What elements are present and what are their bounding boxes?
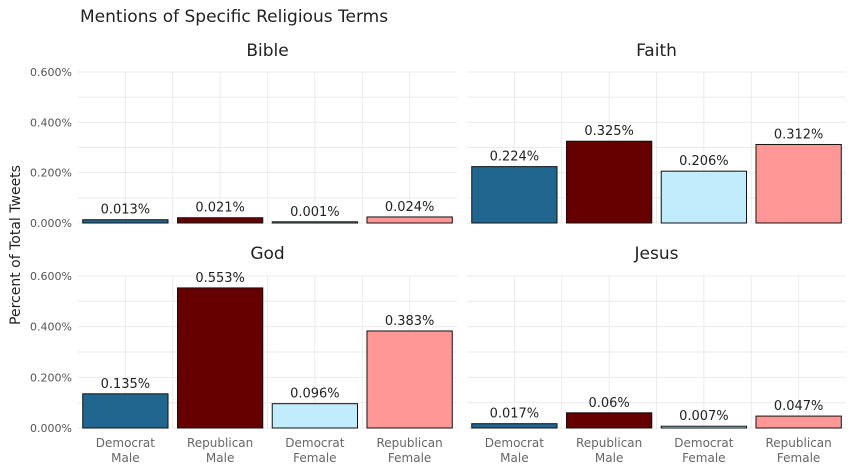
data-label: 0.013% — [101, 203, 151, 218]
data-label: 0.001% — [290, 205, 340, 220]
facet-god: God 0.000% 0.200% 0.400% 0.600% 0.135% 0.553% 0… — [30, 244, 457, 465]
x-tick-label: Female — [293, 451, 336, 465]
bar-republican-male — [176, 217, 264, 224]
y-tick-label: 0.000% — [30, 422, 72, 435]
x-tick-label: Female — [682, 451, 725, 465]
x-tick-label: Democrat — [285, 436, 345, 450]
y-tick-label: 0.400% — [30, 321, 72, 334]
bar-democrat-female — [660, 425, 748, 429]
bar-democrat-female — [271, 403, 359, 429]
bar-democrat-male — [82, 393, 169, 429]
data-label: 0.312% — [774, 127, 824, 142]
x-tick-label: Male — [206, 451, 234, 465]
x-tick-label: Republican — [766, 436, 832, 450]
x-tick-label: Republican — [576, 436, 642, 450]
data-label: 0.383% — [385, 314, 435, 329]
data-label: 0.135% — [101, 377, 151, 392]
x-tick-label: Female — [777, 451, 820, 465]
x-tick-label: Republican — [377, 436, 443, 450]
bar-republican-female — [366, 330, 453, 429]
bar-republican-male — [565, 412, 653, 429]
x-tick-label: Republican — [187, 436, 253, 450]
data-label: 0.047% — [774, 399, 824, 414]
gridlines — [467, 275, 846, 429]
data-label: 0.553% — [195, 271, 245, 286]
x-tick-label: Democrat — [96, 436, 156, 450]
chart-title: Mentions of Specific Religious Terms — [80, 7, 388, 27]
facet-bible: Bible 0.000% 0.200% 0.400% 0.600% 0.013% 0.021… — [30, 41, 457, 230]
y-tick-label: 0.600% — [30, 66, 72, 79]
x-tick-label: Female — [388, 451, 431, 465]
y-tick-label: 0.000% — [30, 217, 72, 230]
y-tick-label: 0.200% — [30, 371, 72, 384]
facet-title: Jesus — [634, 244, 679, 264]
y-tick-label: 0.200% — [30, 167, 72, 180]
facet-title: God — [250, 244, 284, 264]
facet-title: Faith — [636, 41, 677, 61]
y-tick-label: 0.600% — [30, 270, 72, 283]
x-tick-label: Democrat — [674, 436, 734, 450]
data-label: 0.024% — [385, 200, 435, 215]
facet-title: Bible — [246, 41, 288, 61]
bar-democrat-male — [82, 219, 169, 224]
bar-republican-female — [366, 216, 453, 224]
x-tick-label: Male — [500, 451, 528, 465]
data-label: 0.096% — [290, 387, 340, 402]
bar-republican-male — [565, 140, 653, 224]
bar-republican-male — [176, 287, 264, 429]
bar-republican-female — [755, 415, 842, 429]
data-label: 0.06% — [588, 396, 629, 411]
data-label: 0.007% — [679, 409, 729, 424]
bar-democrat-female — [271, 221, 359, 224]
x-tick-label: Male — [595, 451, 623, 465]
y-tick-label: 0.400% — [30, 116, 72, 129]
data-label: 0.224% — [490, 150, 540, 165]
data-label: 0.021% — [195, 201, 245, 216]
bar-democrat-male — [471, 166, 558, 224]
data-label: 0.325% — [584, 124, 634, 139]
x-tick-label: Male — [111, 451, 139, 465]
gridlines — [78, 71, 457, 224]
data-label: 0.206% — [679, 154, 729, 169]
facet-jesus: Jesus0.017%0.06%0.007%0.047%DemocratMale… — [467, 244, 846, 465]
facet-panels: Bible 0.000% 0.200% 0.400% 0.600% 0.013% 0.021… — [30, 41, 846, 465]
data-label: 0.017% — [490, 407, 540, 422]
bar-democrat-female — [660, 170, 748, 224]
y-axis-label: Percent of Total Tweets — [8, 165, 24, 325]
bar-democrat-male — [471, 423, 558, 429]
bar-republican-female — [755, 143, 842, 224]
facet-faith: Faith 0.224% 0.325% 0.206% 0.312% — [467, 41, 846, 224]
x-tick-label: Democrat — [485, 436, 545, 450]
